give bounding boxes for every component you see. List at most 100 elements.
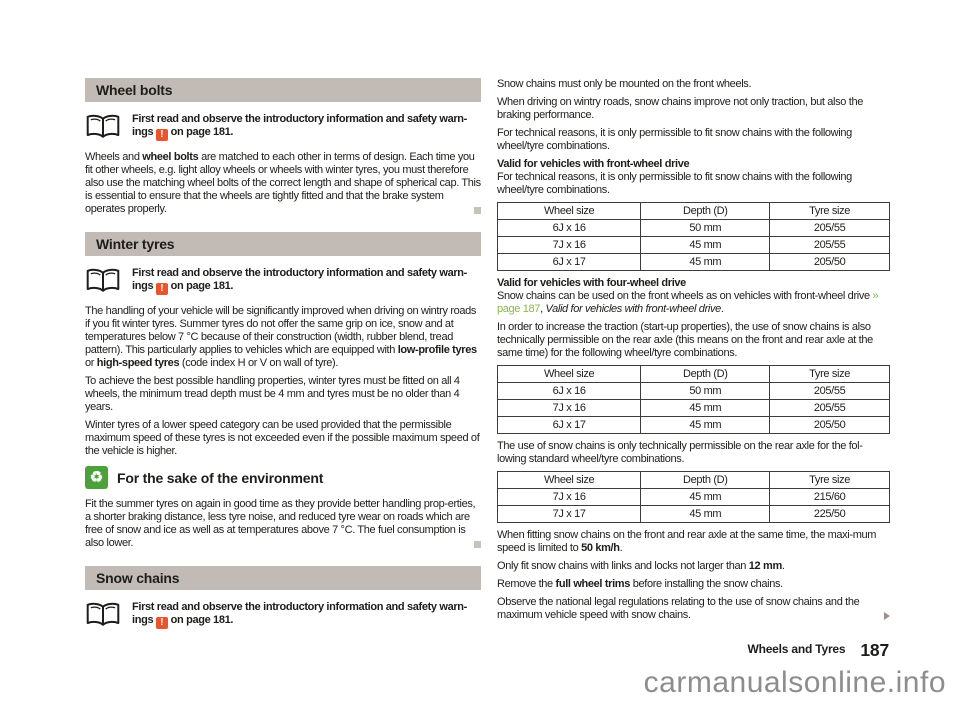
wheel-tyre-table: Wheel size Depth (D) Tyre size 6J x 16 50 mm…	[496, 202, 890, 271]
paragraph: Fit the summer tyres on again in good ti…	[85, 498, 481, 550]
section-header-winter-tyres: Winter tyres	[85, 232, 481, 256]
paragraph: The handling of your vehicle will be sig…	[85, 305, 481, 370]
table-cell: 205/55	[769, 219, 890, 237]
paragraph-text: The handling of your vehicle will be sig…	[85, 305, 477, 369]
table-cell: 6J x 16	[496, 382, 642, 400]
paragraph: The use of snow chains is only technical…	[497, 440, 890, 466]
table-cell: 205/55	[769, 399, 890, 417]
table-cell: 7J x 16	[496, 399, 642, 417]
table-cell: 45 mm	[640, 416, 771, 434]
safety-note-winter-tyres: First read and observe the introductory …	[85, 266, 481, 298]
table-cell: 6J x 17	[496, 253, 642, 271]
paragraph: When fitting snow chains on the front an…	[497, 529, 890, 555]
table-row: 6J x 16 50 mm 205/55	[496, 219, 890, 237]
safety-note-snow-chains: First read and observe the introductory …	[85, 600, 481, 632]
environment-icon: ♻	[85, 466, 108, 489]
subheading-front-wheel-drive: Valid for vehicles with front-wheel driv…	[497, 158, 690, 170]
paragraph-text: When fitting snow chains on the front an…	[497, 529, 877, 554]
paragraph: When driving on wintry roads, snow chain…	[497, 96, 890, 122]
note-text: First read and observe the introductory …	[132, 113, 467, 141]
warning-icon: !	[155, 617, 168, 629]
table-header-cell: Depth (D)	[640, 365, 771, 383]
table-header-row: Wheel size Depth (D) Tyre size	[496, 471, 890, 489]
section-header-snow-chains: Snow chains	[85, 566, 481, 590]
table-cell: 6J x 17	[496, 416, 642, 434]
table-row: 6J x 16 50 mm 205/55	[496, 382, 890, 400]
table-row: 7J x 16 45 mm 215/60	[496, 488, 890, 506]
paragraph: Snow chains can be used on the front whe…	[497, 290, 890, 316]
section-title: Winter tyres	[96, 236, 175, 252]
subheading-four-wheel-drive: Valid for vehicles with four-wheel drive	[497, 277, 686, 289]
wheel-tyre-table-front: Wheel size Depth (D) Tyre size 6J x 16 50 mm…	[496, 202, 890, 271]
left-column: Wheel bolts First read and observe the i…	[85, 78, 481, 639]
section-title: Snow chains	[96, 570, 180, 586]
paragraph-text: Fit the summer tyres on again in good ti…	[85, 498, 476, 549]
paragraph-text: Only fit snow chains with links and lock…	[497, 560, 785, 572]
table-header-cell: Depth (D)	[640, 471, 771, 489]
table-cell: 45 mm	[640, 488, 771, 506]
wheel-tyre-table-four-wheel: Wheel size Depth (D) Tyre size 6J x 16 50 mm…	[496, 365, 890, 434]
note-text: First read and observe the introductory …	[132, 601, 467, 629]
paragraph-text: Wheels and wheel bolts are matched to ea…	[85, 151, 481, 215]
right-column: Snow chains must only be mounted on the …	[496, 78, 890, 660]
table-cell: 50 mm	[640, 219, 771, 237]
paragraph-text: Winter tyres of a lower speed category c…	[85, 419, 480, 457]
table-header-cell: Wheel size	[496, 202, 642, 220]
table-cell: 225/50	[769, 505, 890, 523]
section-header-wheel-bolts: Wheel bolts	[85, 78, 481, 102]
environment-heading: ♻ For the sake of the environment	[85, 466, 481, 489]
table-cell: 215/60	[769, 488, 890, 506]
paragraph: Winter tyres of a lower speed category c…	[85, 419, 481, 458]
table-header-cell: Wheel size	[496, 471, 642, 489]
paragraph-text: When driving on wintry roads, snow chain…	[497, 96, 864, 121]
table-header-cell: Tyre size	[769, 365, 890, 383]
page-number: 187	[860, 640, 889, 660]
page-footer: Wheels and Tyres 187	[497, 640, 890, 660]
paragraph: To achieve the best possible handling pr…	[85, 375, 481, 414]
table-row: 6J x 17 45 mm 205/50	[496, 253, 890, 271]
table-header-cell: Tyre size	[769, 202, 890, 220]
wheel-tyre-table-rear-axle: Wheel size Depth (D) Tyre size 7J x 16 45 mm…	[496, 471, 890, 523]
table-header-row: Wheel size Depth (D) Tyre size	[496, 202, 890, 220]
table-cell: 7J x 17	[496, 505, 642, 523]
table-cell: 205/55	[769, 236, 890, 254]
table-header-cell: Depth (D)	[640, 202, 771, 220]
paragraph: For technical reasons, it is only permis…	[497, 127, 890, 153]
environment-title: For the sake of the environment	[117, 469, 324, 486]
table-cell: 50 mm	[640, 382, 771, 400]
page-link[interactable]: » page 187	[497, 290, 879, 315]
table-row: 7J x 17 45 mm 225/50	[496, 505, 890, 523]
paragraph-text: In order to increase the traction (start…	[497, 321, 873, 359]
paragraph: Only fit snow chains with links and lock…	[497, 560, 890, 573]
table-header-row: Wheel size Depth (D) Tyre size	[496, 365, 890, 383]
table-cell: 45 mm	[640, 253, 771, 271]
table-cell: 6J x 16	[496, 219, 642, 237]
warning-icon: !	[155, 129, 168, 141]
wheel-tyre-table: Wheel size Depth (D) Tyre size 6J x 16 50 mm…	[496, 365, 890, 434]
paragraph: In order to increase the traction (start…	[497, 321, 890, 360]
table-header-cell: Tyre size	[769, 471, 890, 489]
section-end-marker	[474, 541, 481, 548]
open-book-icon	[85, 266, 121, 298]
paragraph-text: Snow chains can be used on the front whe…	[497, 290, 879, 315]
open-book-icon	[85, 600, 121, 632]
paragraph-text: For technical reasons, it is only permis…	[497, 171, 852, 196]
paragraph: Snow chains must only be mounted on the …	[497, 78, 890, 91]
table-cell: 7J x 16	[496, 236, 642, 254]
open-book-icon	[85, 112, 121, 144]
table-cell: 45 mm	[640, 399, 771, 417]
paragraph: Remove the full wheel trims before insta…	[497, 578, 890, 591]
footer-section-title: Wheels and Tyres	[747, 642, 846, 656]
table-row: 6J x 17 45 mm 205/50	[496, 416, 890, 434]
table-cell: 205/50	[769, 416, 890, 434]
table-cell: 205/55	[769, 382, 890, 400]
paragraph-text: For technical reasons, it is only permis…	[497, 127, 852, 152]
table-row: 7J x 16 45 mm 205/55	[496, 236, 890, 254]
warning-icon: !	[155, 283, 168, 295]
paragraph-text: The use of snow chains is only technical…	[497, 440, 863, 465]
safety-note-wheel-bolts: First read and observe the introductory …	[85, 112, 481, 144]
paragraph-text: Remove the full wheel trims before insta…	[497, 578, 783, 590]
table-cell: 45 mm	[640, 236, 771, 254]
note-text: First read and observe the introductory …	[132, 267, 467, 295]
